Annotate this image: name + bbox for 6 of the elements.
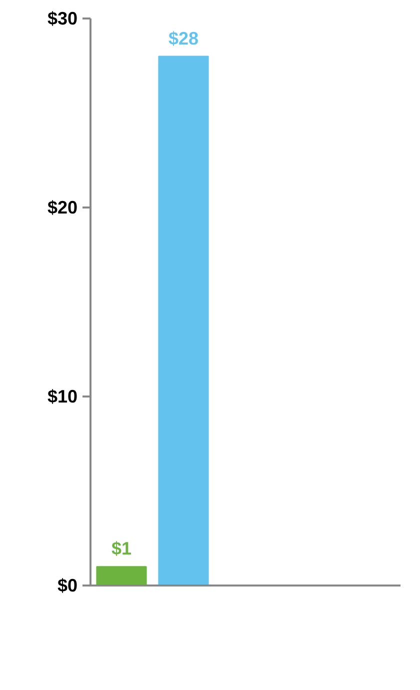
y-tick-label: $0	[57, 576, 78, 596]
data-label: $1	[111, 538, 132, 559]
y-tick-label: $30	[47, 8, 78, 28]
data-label: $28	[168, 28, 199, 48]
y-tick-label: $10	[47, 386, 78, 406]
y-tick-label: $20	[47, 198, 78, 218]
